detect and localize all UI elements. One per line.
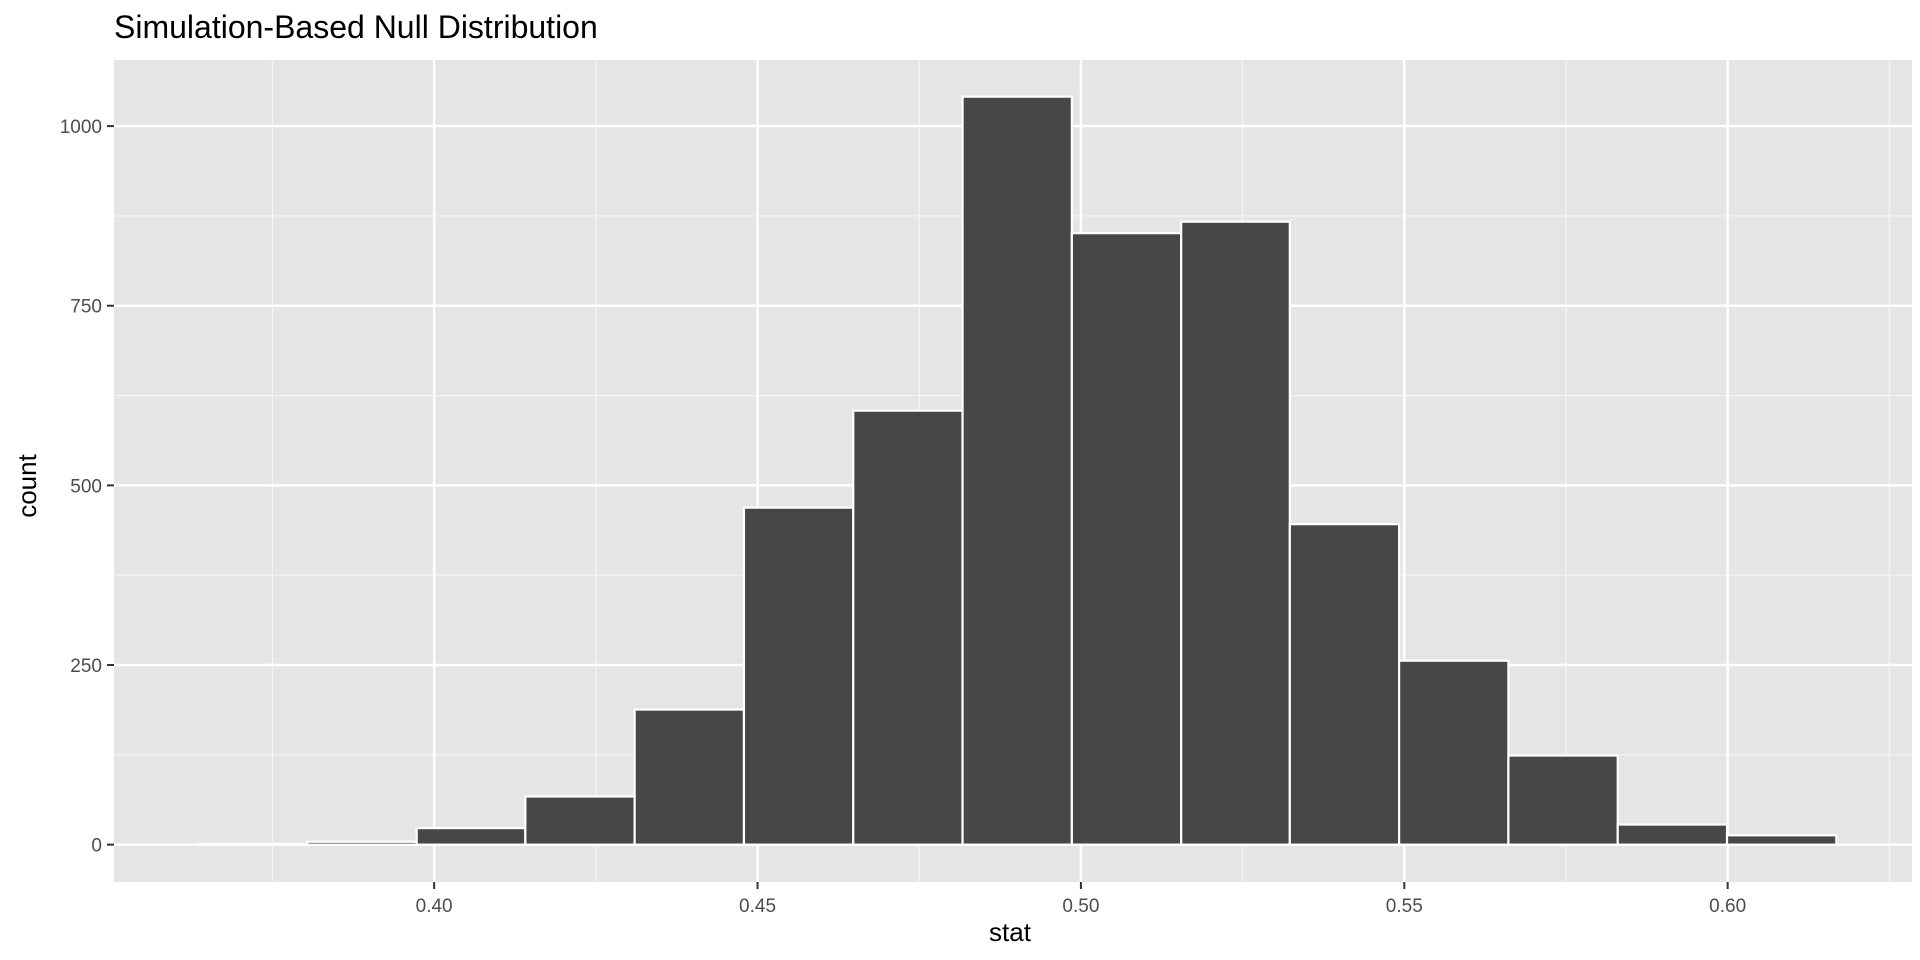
histogram-bar [1288,523,1401,846]
histogram-bar [1725,834,1838,846]
x-axis-title: stat [989,917,1032,947]
y-tick-label: 500 [70,476,102,497]
y-tick-label: 0 [91,836,102,857]
histogram-bar [1616,823,1729,846]
y-tick-label: 250 [70,656,102,677]
histogram-bars [196,95,1838,846]
x-tick-label: 0.40 [416,896,453,917]
y-axis-ticks: 0 250 500 750 1000 [60,117,114,857]
histogram-bar [1070,232,1183,846]
chart-title: Simulation-Based Null Distribution [114,9,598,45]
histogram-bar [961,95,1073,846]
histogram-bar [1507,754,1619,846]
x-tick-label: 0.50 [1062,896,1099,917]
y-tick-label: 750 [70,297,102,318]
histogram-bar [524,795,636,846]
histogram-bar [415,827,527,846]
x-tick-label: 0.55 [1386,896,1423,917]
y-tick-label: 1000 [60,117,102,138]
histogram-bar [196,842,309,846]
histogram-bar [742,506,855,846]
x-axis-ticks: 0.40 0.45 0.50 0.55 0.60 [416,882,1746,917]
y-axis-title: count [12,453,42,517]
histogram-bar [852,409,964,846]
x-tick-label: 0.60 [1709,896,1746,917]
histogram-bar [306,840,418,846]
histogram-bar [1180,220,1291,846]
x-tick-label: 0.45 [739,896,776,917]
histogram-bar [633,708,746,846]
histogram-bar [1398,659,1510,846]
